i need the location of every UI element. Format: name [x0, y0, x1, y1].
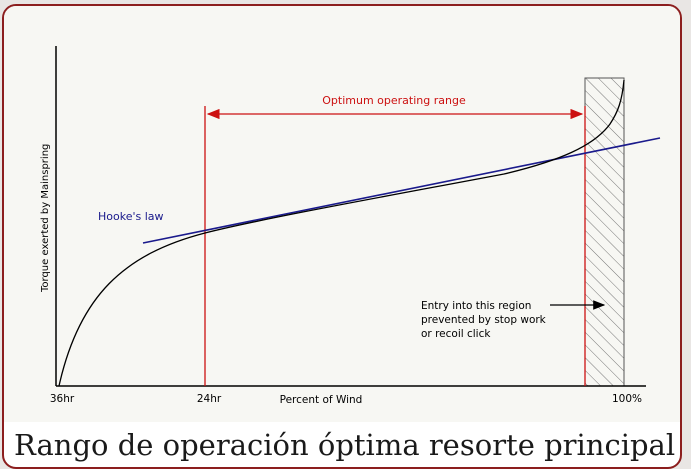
stop-work-region — [584, 77, 625, 387]
hookes-law-line — [142, 137, 661, 244]
torque-curve — [58, 79, 625, 387]
x-axis-label: Percent of Wind — [280, 394, 363, 406]
range-label: Optimum operating range — [322, 94, 466, 107]
note-line-3: or recoil click — [421, 328, 491, 340]
x-tick-24hr: 24hr — [197, 393, 222, 405]
diagram-svg: Optimum operating range Hooke's law Entr… — [40, 46, 661, 406]
y-axis-label: Torque exerted by Mainspring — [40, 144, 51, 293]
hookes-law-label: Hooke's law — [98, 210, 164, 223]
x-tick-36hr: 36hr — [50, 393, 75, 405]
note-line-2: prevented by stop work — [421, 314, 547, 326]
figure-card: Optimum operating range Hooke's law Entr… — [2, 4, 682, 469]
mainspring-diagram: Optimum operating range Hooke's law Entr… — [4, 6, 680, 422]
caption: Rango de operación óptima resorte princi… — [14, 428, 676, 462]
x-tick-100pct: 100% — [612, 393, 642, 405]
note-line-1: Entry into this region — [421, 300, 531, 312]
